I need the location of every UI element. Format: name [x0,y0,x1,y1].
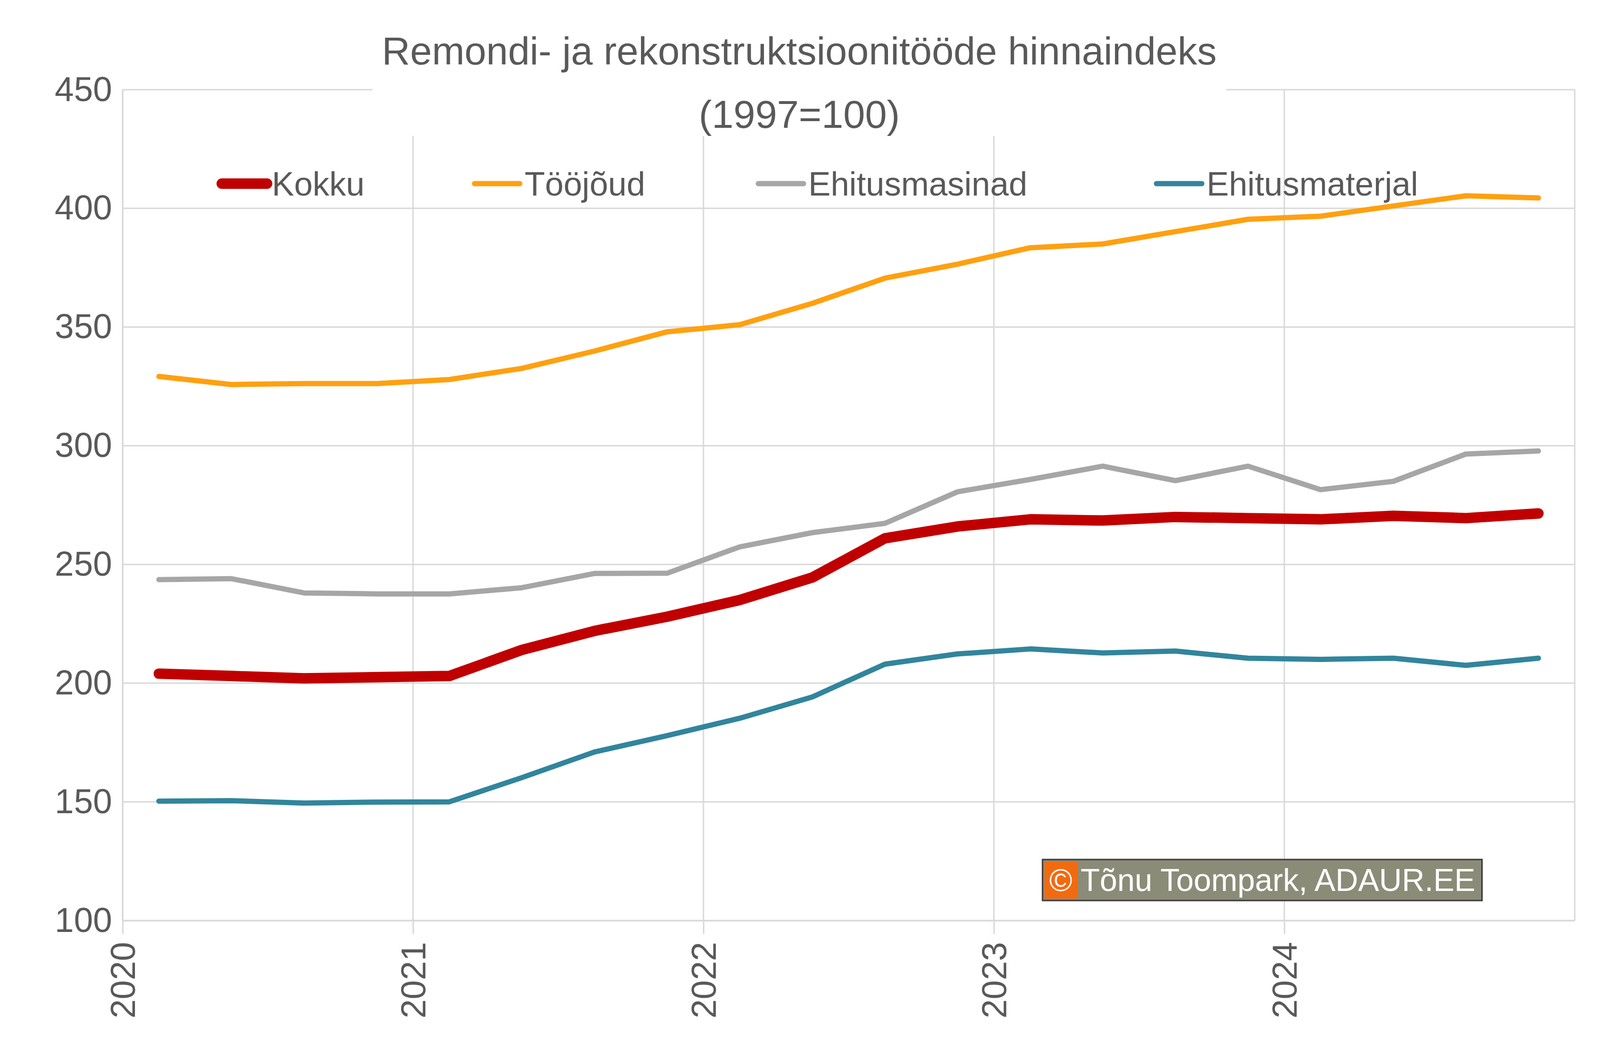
legend-item: Ehitusmasinad [758,165,1028,203]
line [158,649,1539,804]
tick-mark [1283,920,1286,934]
y-axis: 100 150 200 250 300 350 400 450 [54,70,124,940]
tick: 2022 [684,920,723,1019]
grid-line [122,563,1575,566]
line [158,513,1539,679]
tick-label: 2020 [103,941,143,1019]
legend-item: Ehitusmaterjal [1156,165,1419,203]
title-group: Remondi- ja rekonstruktsioonitööde hinna… [372,24,1227,136]
tick-label: 2024 [1265,941,1304,1019]
legend-label: Tööjõud [524,165,646,203]
annotation-text: © Tõnu Toompark, ADAUR.EE [1049,862,1476,898]
frame [1574,89,1576,921]
legend-swatch [474,181,520,187]
tick-label: 450 [54,70,113,109]
grid-line [122,89,124,921]
tick: 100 [54,900,123,940]
title-background [372,24,1227,136]
tick: 2021 [394,920,433,1019]
subtitle: (1997=100) [698,92,900,136]
tick-mark [702,920,705,934]
legend-label: Ehitusmasinad [808,165,1028,203]
tick: 200 [54,663,123,702]
grid-line [1283,89,1286,921]
grid-line [122,919,1575,922]
legend-item: Kokku [221,165,365,203]
annotation: © Tõnu Toompark, ADAUR.EE [1042,859,1483,901]
tick-mark [122,920,124,934]
grid-line [702,89,705,921]
lines [158,195,1539,803]
tick: 2020 [103,920,143,1019]
axis-line [122,90,124,921]
legend-item: Tööjõud [474,165,646,203]
tick-label: 2022 [684,941,723,1019]
tick-label: 350 [54,307,113,346]
tick-label: 400 [54,188,113,227]
annotation-box [1042,859,1483,901]
tick-mark [412,920,414,934]
tick: 450 [54,70,123,109]
title: Remondi- ja rekonstruktsioonitööde hinna… [381,29,1217,73]
tick-label: 300 [54,425,113,465]
grid [122,89,1575,921]
tick-label: 2023 [975,941,1014,1019]
tick: 2023 [975,920,1014,1019]
legend-label: Kokku [271,165,365,203]
x-axis: 2020 2021 2022 2023 2024 [103,920,1576,1019]
axis-line [123,919,1576,922]
legend-swatch [221,178,268,189]
tick-label: 250 [54,544,113,583]
legend-swatch [758,181,804,187]
tick: 2024 [1265,920,1304,1019]
tick-label: 200 [54,663,113,702]
tick-label: 150 [54,782,113,821]
line [158,195,1539,385]
grid-line [412,89,414,921]
grid-line [993,89,995,921]
grid-line [122,444,1575,447]
tick-label: 2021 [394,941,433,1019]
tick: 150 [54,782,123,821]
tick: 300 [54,425,123,465]
tick: 350 [54,307,123,346]
chart: 100 150 200 250 300 350 400 450 2020 2021 2022 2023… [0,0,1600,1045]
tick-label: 100 [54,900,113,940]
grid-line [122,326,1575,328]
legend-swatch [1156,181,1202,187]
legend: Kokku Tööjõud Ehitusmasinad Ehitusmaterjal [221,165,1419,203]
plot: 100 150 200 250 300 350 400 450 2020 2021 2022 2023… [54,70,1576,1019]
tick: 250 [54,544,123,583]
tick-mark [993,920,995,934]
legend-label: Ehitusmaterjal [1206,165,1419,203]
tick: 400 [54,188,123,227]
